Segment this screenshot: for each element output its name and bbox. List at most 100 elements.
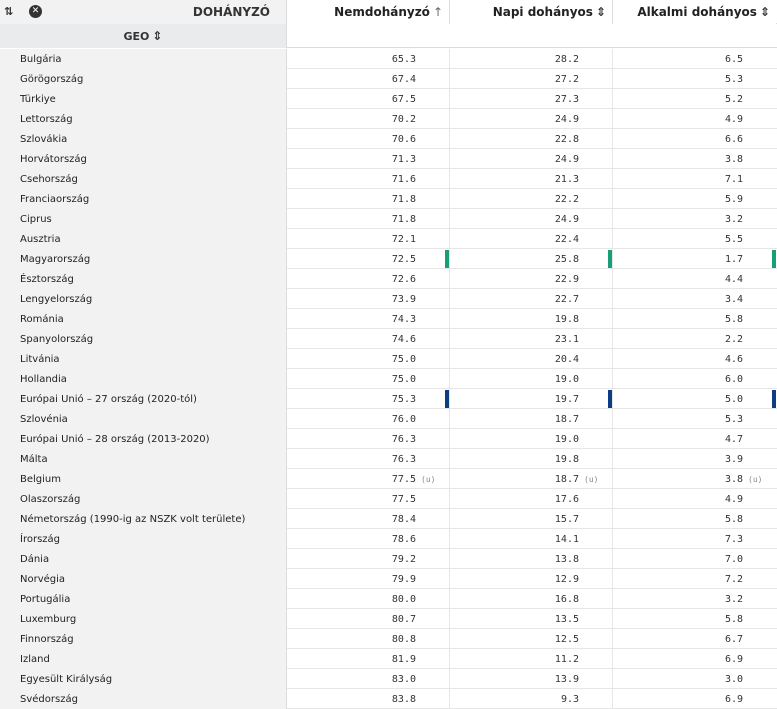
cell-value: 67.4 <box>391 73 416 85</box>
header-spacer <box>287 24 777 47</box>
table-cell: 6.9 <box>613 649 776 669</box>
cell-value: 4.9 <box>724 493 743 505</box>
table-row: Portugália 80.0 16.8 3.2 <box>0 589 777 609</box>
geo-header[interactable]: GEO ⇕ <box>0 24 287 48</box>
sort-icon[interactable]: ⇕ <box>759 5 770 19</box>
table-cell: 77.5 <box>287 489 450 509</box>
cell-value: 80.8 <box>391 633 416 645</box>
cell-value: 27.2 <box>554 73 579 85</box>
row-header-bar: GEO ⇕ <box>0 24 777 48</box>
cell-value: 5.2 <box>724 93 743 105</box>
table-cell: 7.3 <box>613 529 776 549</box>
close-icon[interactable]: ✕ <box>29 5 42 18</box>
table-cell: 13.8 <box>450 549 613 569</box>
table-cell: 79.2 <box>287 549 450 569</box>
cell-value: 4.6 <box>724 353 743 365</box>
row-label-geo: Németország (1990-ig az NSZK volt terüle… <box>0 509 287 529</box>
cell-value: 73.9 <box>391 293 416 305</box>
cell-value: 4.9 <box>724 113 743 125</box>
cell-value: 5.8 <box>724 613 743 625</box>
cell-value: 19.7 <box>554 393 579 405</box>
table-cell: 22.7 <box>450 289 613 309</box>
sort-icon[interactable]: ⇕ <box>152 29 163 43</box>
column-header-nemdohanyzo[interactable]: Nemdohányzó ↑ <box>287 0 450 24</box>
table-cell: 5.8 <box>613 309 776 329</box>
table-cell: 72.1 <box>287 229 450 249</box>
cell-value: 13.5 <box>554 613 579 625</box>
table-row: Európai Unió – 28 ország (2013-2020) 76.3… <box>0 429 777 449</box>
table-cell: 19.7 <box>450 389 613 409</box>
table-cell: 76.0 <box>287 409 450 429</box>
table-cell: 75.0 <box>287 349 450 369</box>
table-cell: 4.7 <box>613 429 776 449</box>
cell-value: 76.3 <box>391 453 416 465</box>
table-cell: 76.3 <box>287 429 450 449</box>
table-cell: 74.3 <box>287 309 450 329</box>
table-cell: 3.2 <box>613 589 776 609</box>
column-header-napi-dohanyos[interactable]: Napi dohányos ⇕ <box>450 0 613 24</box>
cell-value: 3.8 <box>724 153 743 165</box>
swap-axes-icon[interactable]: ⇅ <box>4 5 13 18</box>
sort-ascending-icon[interactable]: ↑ <box>432 5 443 19</box>
table-row: Dánia 79.2 13.8 7.0 <box>0 549 777 569</box>
cell-value: 67.5 <box>391 93 416 105</box>
cell-value: 5.3 <box>724 413 743 425</box>
table-row: Finnország 80.8 12.5 6.7 <box>0 629 777 649</box>
table-row: Észtország 72.6 22.9 4.4 <box>0 269 777 289</box>
cell-value: 14.1 <box>554 533 579 545</box>
table-cell: 3.0 <box>613 669 776 689</box>
table-cell: 4.9 <box>613 489 776 509</box>
table-row: Luxemburg 80.7 13.5 5.8 <box>0 609 777 629</box>
cell-value: 71.8 <box>391 193 416 205</box>
cell-value: 70.2 <box>391 113 416 125</box>
cell-value: 5.0 <box>724 393 743 405</box>
row-label-geo: Hollandia <box>0 369 287 389</box>
table-cell: 75.3 <box>287 389 450 409</box>
cell-value: 65.3 <box>391 53 416 65</box>
cell-value: 5.3 <box>724 73 743 85</box>
row-label-geo: Bulgária <box>0 49 287 69</box>
table-cell: 80.8 <box>287 629 450 649</box>
row-label-geo: Görögország <box>0 69 287 89</box>
table-cell: 83.8 <box>287 689 450 709</box>
table-cell: 3.9 <box>613 449 776 469</box>
row-label-geo: Románia <box>0 309 287 329</box>
table-cell: 25.8 <box>450 249 613 269</box>
cell-value: 5.5 <box>724 233 743 245</box>
column-header-alkalmi-dohanyos[interactable]: Alkalmi dohányos ⇕ <box>613 0 776 24</box>
cell-value: 19.0 <box>554 373 579 385</box>
table-cell: 5.2 <box>613 89 776 109</box>
table-row: Csehország 71.6 21.3 7.1 <box>0 169 777 189</box>
cell-value: 28.2 <box>554 53 579 65</box>
table-cell: 72.6 <box>287 269 450 289</box>
table-cell: 13.5 <box>450 609 613 629</box>
cell-value: 12.9 <box>554 573 579 585</box>
row-label-geo: Csehország <box>0 169 287 189</box>
table-row: Türkiye 67.5 27.3 5.2 <box>0 89 777 109</box>
table-cell: 9.3 <box>450 689 613 709</box>
sort-icon[interactable]: ⇕ <box>595 5 606 19</box>
table-row: Ausztria 72.1 22.4 5.5 <box>0 229 777 249</box>
table-cell: 73.9 <box>287 289 450 309</box>
row-label-geo: Franciaország <box>0 189 287 209</box>
cell-value: 70.6 <box>391 133 416 145</box>
table-cell: 6.0 <box>613 369 776 389</box>
cell-flag: (u) <box>748 474 763 484</box>
table-row: Franciaország 71.8 22.2 5.9 <box>0 189 777 209</box>
table-cell: 27.3 <box>450 89 613 109</box>
cell-value: 71.6 <box>391 173 416 185</box>
table-cell: 1.7 <box>613 249 776 269</box>
cell-value: 79.2 <box>391 553 416 565</box>
table-cell: 24.9 <box>450 109 613 129</box>
cell-value: 22.2 <box>554 193 579 205</box>
row-label-geo: Lettország <box>0 109 287 129</box>
row-label-geo: Szlovákia <box>0 129 287 149</box>
table-row: Görögország 67.4 27.2 5.3 <box>0 69 777 89</box>
cell-value: 18.7 <box>554 413 579 425</box>
cell-value: 74.3 <box>391 313 416 325</box>
table-cell: 71.8 <box>287 209 450 229</box>
table-cell: 5.8 <box>613 509 776 529</box>
row-label-geo: Olaszország <box>0 489 287 509</box>
highlight-marker <box>608 250 612 268</box>
